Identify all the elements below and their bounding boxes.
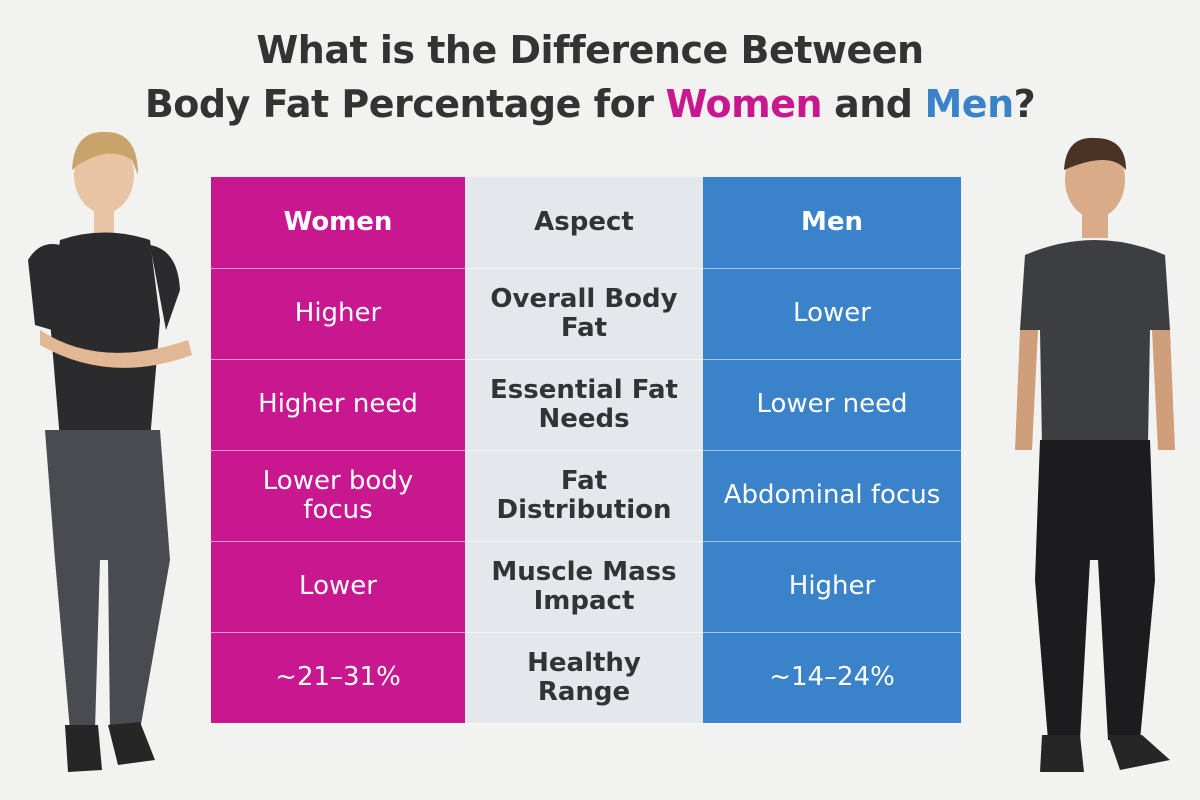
value-cell: Lower need <box>703 359 961 451</box>
title-men: Men <box>924 82 1014 126</box>
table-row: Lower Muscle Mass Impact Higher <box>211 541 961 633</box>
aspect-cell: Healthy Range <box>465 632 703 724</box>
column-header: Women <box>211 177 465 269</box>
title-women: Women <box>665 82 823 126</box>
value-cell: ~14–24% <box>703 632 961 724</box>
aspect-cell: Muscle Mass Impact <box>465 541 703 633</box>
aspect-cell: Essential Fat Needs <box>465 359 703 451</box>
table-row: Higher Overall Body Fat Lower <box>211 268 961 360</box>
table-row: ~21–31% Healthy Range ~14–24% <box>211 632 961 724</box>
aspect-cell: Fat Distribution <box>465 450 703 542</box>
value-cell: Higher need <box>211 359 465 451</box>
title-part: Body Fat Percentage for <box>144 82 654 126</box>
value-cell: Lower <box>703 268 961 360</box>
value-cell: Higher <box>703 541 961 633</box>
value-cell: ~21–31% <box>211 632 465 724</box>
title-part: and <box>834 82 913 126</box>
header-row: Women Aspect Men <box>211 177 961 269</box>
value-cell: Lower body focus <box>211 450 465 542</box>
title-part: ? <box>1013 82 1036 126</box>
value-cell: Higher <box>211 268 465 360</box>
value-cell: Lower <box>211 541 465 633</box>
table-row: Higher need Essential Fat Needs Lower need <box>211 359 961 451</box>
column-header: Aspect <box>465 177 703 269</box>
table-body: Higher Overall Body Fat Lower Higher need Es… <box>211 268 961 724</box>
table-row: Lower body focus Fat Distribution Abdomina… <box>211 450 961 542</box>
comparison-table: Women Aspect Men Higher Overall Body Fat Lowe… <box>211 177 961 724</box>
man-figure <box>1015 137 1175 772</box>
title: Body Fat Percentage for Women and Men? <box>0 82 1180 126</box>
column-header: Men <box>703 177 961 269</box>
value-cell: Abdominal focus <box>703 450 961 542</box>
title: What is the Difference Between <box>256 28 924 72</box>
woman-figure <box>28 131 192 772</box>
aspect-cell: Overall Body Fat <box>465 268 703 360</box>
